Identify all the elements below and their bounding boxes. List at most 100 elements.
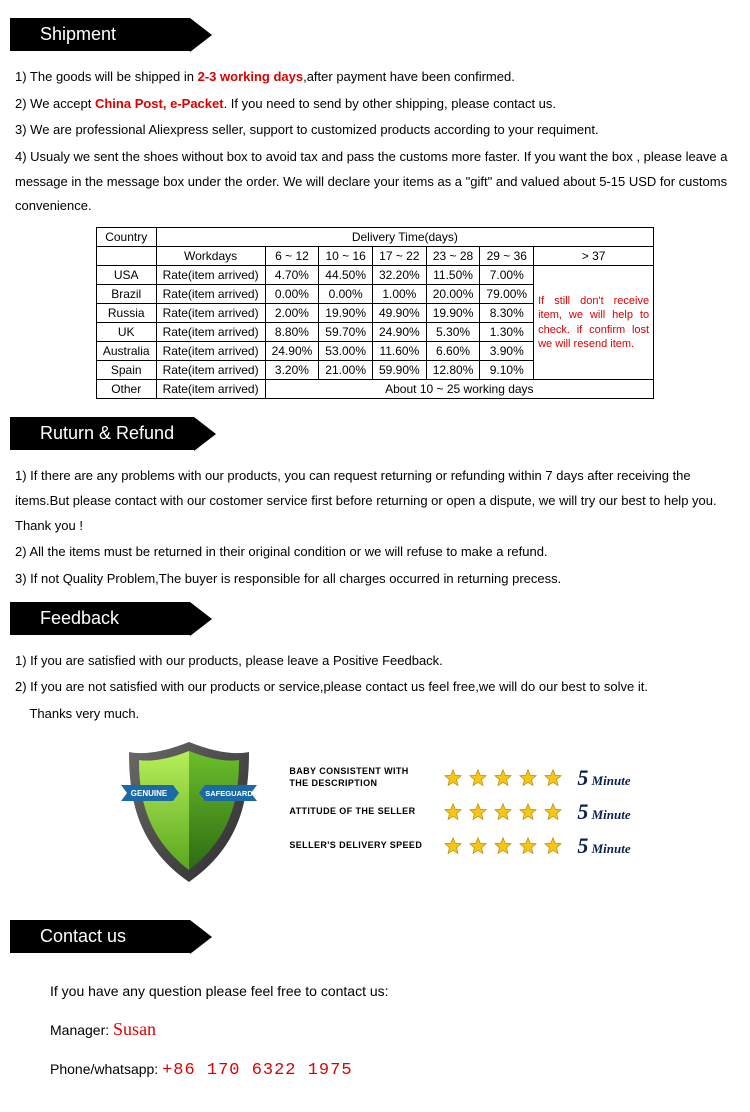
label: Manager:: [50, 1022, 113, 1038]
table-cell: UK: [96, 323, 156, 342]
table-header-delivery: Delivery Time(days): [156, 228, 654, 247]
table-cell: 5.30%: [426, 323, 480, 342]
contact-phone: Phone/whatsapp: +86 170 6322 1975: [50, 1051, 700, 1092]
star-icon: [443, 836, 463, 856]
return-paragraph-2: 2) All the items must be returned in the…: [15, 540, 735, 565]
text: . If you need to send by other shipping,…: [224, 96, 556, 111]
table-cell: 24.90%: [265, 342, 319, 361]
table-cell: 0.00%: [265, 285, 319, 304]
table-cell: 23 ~ 28: [426, 247, 480, 266]
table-cell: Brazil: [96, 285, 156, 304]
star-icon: [493, 836, 513, 856]
star-icon: [543, 768, 563, 788]
table-cell: 11.60%: [373, 342, 427, 361]
table-cell: Rate(item arrived): [156, 361, 265, 380]
section-header-contact: Contact us: [10, 920, 190, 953]
contact-intro: If you have any question please feel fre…: [50, 975, 700, 1009]
star-group: [443, 768, 563, 788]
star-group: [443, 836, 563, 856]
table-cell: Russia: [96, 304, 156, 323]
table-cell: 1.00%: [373, 285, 427, 304]
highlight-text: 2-3 working days: [198, 69, 303, 84]
star-icon: [543, 802, 563, 822]
rating-label: SELLER'S DELIVERY SPEED: [289, 840, 429, 852]
table-cell: [96, 247, 156, 266]
table-cell: 59.90%: [373, 361, 427, 380]
svg-text:GENUINE: GENUINE: [131, 789, 168, 798]
table-cell: 6 ~ 12: [265, 247, 319, 266]
ratings-block: GENUINE SAFEGUARD BABY CONSISTENT WITH T…: [10, 737, 740, 887]
table-cell: 49.90%: [373, 304, 427, 323]
table-cell: 12.80%: [426, 361, 480, 380]
star-icon: [468, 802, 488, 822]
table-cell: 6.60%: [426, 342, 480, 361]
table-cell: 79.00%: [480, 285, 534, 304]
table-cell: 29 ~ 36: [480, 247, 534, 266]
text: ,after payment have been confirmed.: [303, 69, 515, 84]
star-icon: [543, 836, 563, 856]
table-cell: Rate(item arrived): [156, 342, 265, 361]
table-note: If still don't receive item, we will hel…: [534, 266, 654, 380]
star-icon: [518, 836, 538, 856]
table-cell: 19.90%: [319, 304, 373, 323]
table-cell: 2.00%: [265, 304, 319, 323]
table-cell: USA: [96, 266, 156, 285]
manager-name: Susan: [113, 1019, 156, 1039]
table-cell: 3.90%: [480, 342, 534, 361]
feedback-paragraph-3: Thanks very much.: [15, 702, 735, 727]
rating-row: ATTITUDE OF THE SELLER 5 Minute: [289, 799, 630, 825]
rating-row: BABY CONSISTENT WITH THE DESCRIPTION 5 Mi…: [289, 765, 630, 791]
text: 2) We accept: [15, 96, 95, 111]
text: 1) The goods will be shipped in: [15, 69, 198, 84]
table-cell: > 37: [534, 247, 654, 266]
table-row: Country Delivery Time(days): [96, 228, 653, 247]
table-cell: Rate(item arrived): [156, 266, 265, 285]
rating-row: SELLER'S DELIVERY SPEED 5 Minute: [289, 833, 630, 859]
table-cell: 4.70%: [265, 266, 319, 285]
star-icon: [443, 768, 463, 788]
table-cell: Rate(item arrived): [156, 285, 265, 304]
table-header-country: Country: [96, 228, 156, 247]
phone-number: +86 170 6322 1975: [162, 1061, 352, 1080]
contact-block: If you have any question please feel fre…: [50, 975, 700, 1093]
shipment-paragraph-2: 2) We accept China Post, e-Packet. If yo…: [15, 92, 735, 117]
table-cell: Rate(item arrived): [156, 304, 265, 323]
rating-label: BABY CONSISTENT WITH THE DESCRIPTION: [289, 766, 429, 789]
table-cell: 21.00%: [319, 361, 373, 380]
star-icon: [493, 768, 513, 788]
table-cell: About 10 ~ 25 working days: [265, 380, 654, 399]
star-group: [443, 802, 563, 822]
delivery-table: Country Delivery Time(days) Workdays 6 ~…: [96, 227, 654, 399]
table-cell: Other: [96, 380, 156, 399]
table-cell: 59.70%: [319, 323, 373, 342]
feedback-paragraph-1: 1) If you are satisfied with our product…: [15, 649, 735, 674]
table-cell: 32.20%: [373, 266, 427, 285]
section-header-feedback: Feedback: [10, 602, 190, 635]
rating-score: 5 Minute: [577, 765, 630, 791]
table-cell: 20.00%: [426, 285, 480, 304]
shipment-paragraph-3: 3) We are professional Aliexpress seller…: [15, 118, 735, 143]
section-header-return: Ruturn & Refund: [10, 417, 194, 450]
rating-score: 5 Minute: [577, 833, 630, 859]
table-cell: 19.90%: [426, 304, 480, 323]
star-icon: [518, 768, 538, 788]
table-row: Other Rate(item arrived) About 10 ~ 25 w…: [96, 380, 653, 399]
table-cell: 8.30%: [480, 304, 534, 323]
shipment-paragraph-4: 4) Usualy we sent the shoes without box …: [15, 145, 735, 219]
rating-score: 5 Minute: [577, 799, 630, 825]
return-paragraph-1: 1) If there are any problems with our pr…: [15, 464, 735, 538]
label: Phone/whatsapp:: [50, 1061, 162, 1077]
rating-label: ATTITUDE OF THE SELLER: [289, 806, 429, 818]
table-cell: 24.90%: [373, 323, 427, 342]
table-cell: Rate(item arrived): [156, 323, 265, 342]
table-cell: 10 ~ 16: [319, 247, 373, 266]
highlight-text: China Post, e-Packet: [95, 96, 224, 111]
section-header-shipment: Shipment: [10, 18, 190, 51]
table-cell: 53.00%: [319, 342, 373, 361]
table-cell: 1.30%: [480, 323, 534, 342]
feedback-paragraph-2: 2) If you are not satisfied with our pro…: [15, 675, 735, 700]
table-cell: 3.20%: [265, 361, 319, 380]
table-cell: 17 ~ 22: [373, 247, 427, 266]
star-icon: [493, 802, 513, 822]
table-cell: 0.00%: [319, 285, 373, 304]
